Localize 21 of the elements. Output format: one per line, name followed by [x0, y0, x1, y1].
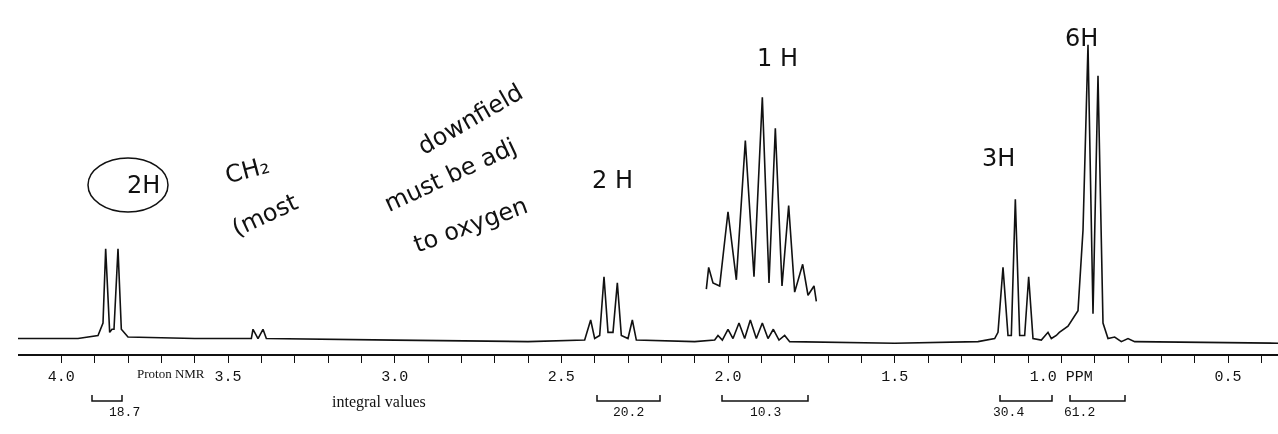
annotation: 3H [982, 144, 1016, 172]
text: 10.3 [750, 405, 782, 420]
x-tick-label: 2.0 [714, 369, 742, 386]
annotation: 1 H [757, 44, 798, 72]
text: 20.2 [613, 405, 645, 420]
x-tick-label: 2.5 [547, 369, 575, 386]
text: 61.2 [1064, 405, 1096, 420]
x-tick-label: 0.5 [1214, 369, 1242, 386]
annotation: 2H [127, 171, 161, 199]
text: 18.7 [109, 405, 141, 420]
x-tick-label: 4.0 [47, 369, 75, 386]
annotation: 6H [1065, 24, 1099, 52]
text: integral values [332, 393, 426, 411]
annotation: 2 H [592, 166, 633, 194]
x-tick-label: 3.5 [214, 369, 242, 386]
x-tick-label: 1.0 PPM [1029, 369, 1093, 386]
x-tick-label: 3.0 [381, 369, 409, 386]
text: Proton NMR [137, 366, 205, 381]
text: 30.4 [993, 405, 1025, 420]
annotation: CH₂ [222, 150, 273, 190]
x-tick-label: 1.5 [881, 369, 909, 386]
